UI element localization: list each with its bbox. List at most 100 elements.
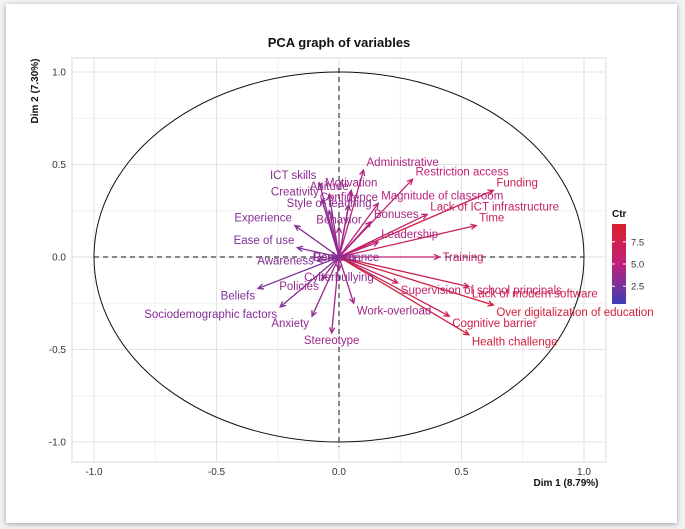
y-tick-label: 0.5: [52, 160, 66, 171]
arrow-head: [406, 178, 414, 186]
legend-ticks: 2.5 5.0 7.5: [612, 237, 644, 293]
variable-label: Experience: [234, 213, 292, 225]
arrow-head: [335, 264, 343, 272]
variable-label: Policies: [279, 281, 319, 293]
arrow-shaft: [338, 202, 379, 258]
arrow-head: [470, 223, 478, 230]
arrow-head: [311, 310, 318, 318]
arrow-head: [279, 301, 287, 308]
arrow-head: [462, 282, 471, 289]
variable-label: Lack of modern software: [472, 289, 598, 301]
arrow-head: [391, 277, 400, 284]
variable-label: Work-overload: [357, 305, 432, 317]
arrow-head: [320, 198, 327, 206]
arrow-head: [487, 300, 495, 307]
arrow-head: [327, 209, 334, 217]
variable-label: Cognitive barrier: [452, 318, 537, 330]
arrow-shaft: [338, 256, 399, 284]
legend-tick-label: 2.5: [631, 282, 644, 293]
arrow-head: [320, 273, 328, 281]
y-tick-label: -1.0: [49, 438, 67, 449]
legend-title: Ctr: [612, 209, 627, 220]
variable-label: Supervision of school principals: [401, 285, 562, 297]
variable-label: Stereotype: [304, 335, 360, 347]
variable-label: Time: [479, 213, 504, 225]
arrow-head: [359, 168, 366, 177]
arrow-shaft: [316, 256, 340, 262]
arrow-head: [372, 202, 380, 210]
x-tick-label: 0.5: [455, 467, 469, 478]
variable-label: Behavior: [316, 214, 362, 226]
variable-label: Cyberbullying: [304, 272, 374, 284]
arrow-head: [421, 213, 429, 220]
variable-label: Health challenge: [472, 337, 558, 349]
arrow-shaft: [338, 224, 477, 258]
chart-title: PCA graph of variables: [268, 35, 411, 50]
arrow-head: [347, 188, 354, 197]
arrow-shaft: [338, 241, 379, 258]
variable-label: Beliefs: [221, 290, 256, 302]
arrow-shaft: [294, 225, 340, 258]
variable-label: ICT skills: [270, 170, 317, 182]
x-axis-title: Dim 1 (8.79%): [533, 478, 598, 489]
variable-label: Attitude: [310, 181, 349, 193]
variable-label: Anxiety: [271, 318, 309, 330]
variable-label: Creativity: [271, 187, 319, 199]
arrow-shaft: [297, 247, 340, 258]
arrow-head: [487, 189, 495, 196]
arrow-shaft: [338, 205, 350, 258]
arrow-head: [293, 224, 301, 232]
arrow-shaft: [338, 169, 365, 258]
arrow-head: [295, 245, 304, 252]
arrow-head: [433, 253, 441, 261]
arrow-head: [365, 220, 372, 228]
x-tick-label: 0.0: [332, 467, 346, 478]
variable-label: Awareness: [257, 256, 314, 268]
arrow-shaft: [338, 256, 469, 288]
variable-label: Reading: [313, 252, 356, 264]
legend: Ctr 2.5 5.0 7.5: [612, 209, 644, 304]
legend-tick-label: 5.0: [631, 260, 644, 271]
arrow-head: [344, 203, 351, 212]
arrow-head: [443, 310, 451, 317]
variable-label: Training: [442, 252, 483, 264]
arrow-shaft: [331, 256, 340, 333]
arrow-head: [349, 297, 356, 305]
variable-label: Over digitalization of education: [496, 307, 653, 319]
arrow-shaft: [257, 256, 340, 290]
arrow-shaft: [338, 256, 470, 336]
variable-label: Funding: [496, 177, 538, 189]
y-tick-label: 0.0: [52, 253, 66, 264]
arrow-shaft: [338, 256, 450, 317]
arrow-head: [335, 225, 343, 234]
arrow-shaft: [321, 256, 340, 280]
variable-label: Leadership: [381, 229, 438, 241]
arrow-head: [372, 241, 380, 247]
arrow-head: [462, 329, 471, 336]
variable-label: Performance: [313, 252, 379, 264]
variable-arrows: [256, 168, 495, 336]
arrow-head: [315, 256, 323, 264]
x-tick-label: -0.5: [208, 467, 226, 478]
axis-ticks: -1.0 -0.5 0.0 0.5 1.0 -1.0 -0.5 0.0 0.5 1.0: [49, 68, 592, 479]
y-axis-title: Dim 2 (7.30%): [30, 58, 41, 123]
y-tick-label: -0.5: [49, 345, 67, 356]
arrow-shaft: [338, 221, 372, 258]
variable-label: Confidence: [320, 192, 378, 204]
arrow-shaft: [338, 256, 494, 306]
variable-label: Magnitude of classroom: [381, 190, 503, 202]
arrow-head: [317, 181, 324, 190]
arrow-shaft: [279, 256, 340, 308]
y-tick-label: 1.0: [52, 68, 66, 79]
arrow-head: [256, 283, 265, 290]
arrow-shaft: [338, 189, 494, 258]
arrow-shaft: [338, 213, 428, 258]
variable-label: Motivation: [325, 177, 377, 189]
variable-label: Ease of use: [234, 235, 295, 247]
arrow-shaft: [328, 210, 340, 258]
arrow-shaft: [311, 256, 340, 317]
variable-label: Sociodemographic factors: [144, 309, 277, 321]
legend-tick-label: 7.5: [631, 237, 644, 248]
